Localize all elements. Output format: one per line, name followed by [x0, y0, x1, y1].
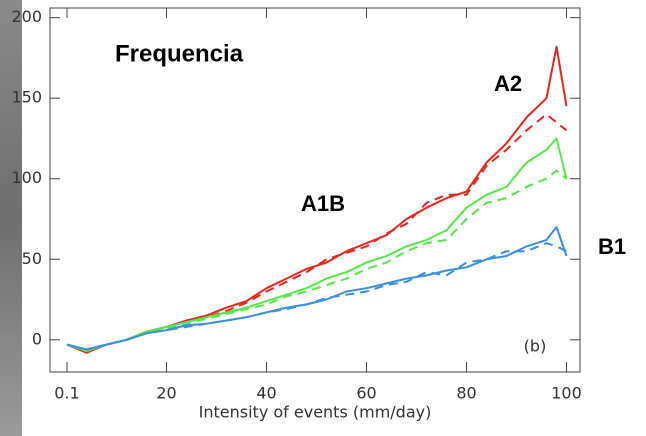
y-tick-label: 100: [11, 168, 42, 187]
annotation: B1: [598, 234, 626, 259]
y-tick-label: 150: [11, 88, 42, 107]
x-tick-label: 60: [356, 384, 376, 403]
x-tick-label: 0.1: [54, 384, 79, 403]
line-series: [66, 169, 568, 353]
background-map-strip: [0, 0, 22, 436]
y-tick-label: 200: [11, 7, 42, 26]
line-series: [66, 137, 568, 353]
y-tick-label: 0: [32, 329, 42, 348]
x-tick-label: 20: [156, 384, 176, 403]
x-tick-label: 80: [456, 384, 476, 403]
x-axis-label: Intensity of events (mm/day): [199, 403, 432, 422]
line-series: [66, 226, 568, 351]
plot-frame: [49, 7, 581, 373]
y-tick-label: 50: [22, 249, 42, 268]
annotation: (b): [524, 337, 547, 356]
annotation: A1B: [301, 191, 345, 216]
line-series: [66, 113, 568, 353]
chart-title: Frequencia: [115, 40, 244, 67]
x-tick-label: 100: [551, 384, 582, 403]
x-tick-label: 40: [256, 384, 276, 403]
annotation: A2: [494, 71, 522, 96]
